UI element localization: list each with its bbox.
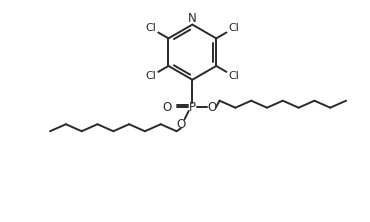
- Text: O: O: [208, 101, 217, 114]
- Text: Cl: Cl: [228, 71, 239, 81]
- Text: O: O: [162, 101, 172, 114]
- Text: P: P: [189, 101, 196, 114]
- Text: O: O: [176, 118, 186, 131]
- Text: Cl: Cl: [146, 71, 157, 81]
- Text: Cl: Cl: [146, 24, 157, 34]
- Text: Cl: Cl: [228, 24, 239, 34]
- Text: N: N: [188, 12, 197, 25]
